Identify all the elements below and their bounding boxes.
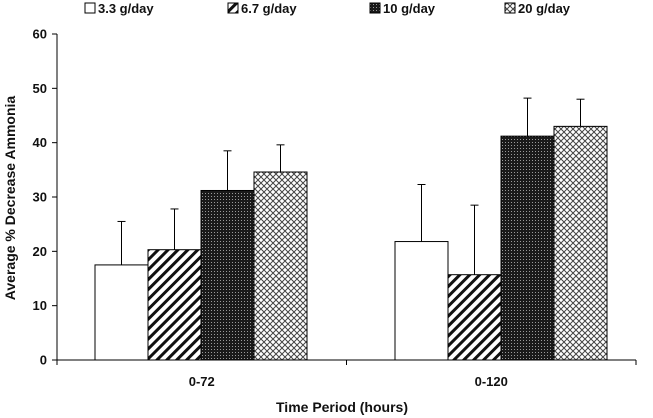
legend: 3.3 g/day 6.7 g/day 10 g/day 20 g/day [84, 1, 571, 16]
legend-swatch [84, 2, 96, 14]
x-tick-label: 0-72 [189, 374, 215, 389]
legend-label: 10 g/day [383, 1, 436, 16]
legend-label: 6.7 g/day [241, 1, 297, 16]
y-tick-label: 50 [33, 81, 47, 96]
bar [553, 125, 608, 361]
bar [447, 274, 502, 361]
y-axis-label: Average % Decrease Ammonia [2, 96, 18, 301]
x-axis-label: Time Period (hours) [276, 399, 408, 415]
bar [253, 171, 308, 361]
bar [147, 249, 202, 361]
plot-area: 0 10 20 30 40 50 60 0-72 0-120 [33, 27, 637, 389]
y-tick-label: 60 [33, 27, 47, 42]
legend-swatch [369, 2, 381, 14]
legend-label: 3.3 g/day [98, 1, 154, 16]
legend-swatch [227, 2, 239, 14]
y-tick-label: 0 [40, 353, 47, 368]
y-tick-label: 20 [33, 244, 47, 259]
x-tick-label: 0-120 [475, 374, 508, 389]
y-tick-label: 30 [33, 190, 47, 205]
bar [500, 135, 555, 361]
bar [394, 241, 449, 361]
legend-label: 20 g/day [518, 1, 571, 16]
y-tick-label: 40 [33, 135, 47, 150]
bar [94, 264, 149, 361]
bar [200, 189, 255, 361]
legend-swatch [504, 2, 516, 14]
y-tick-label: 10 [33, 298, 47, 313]
